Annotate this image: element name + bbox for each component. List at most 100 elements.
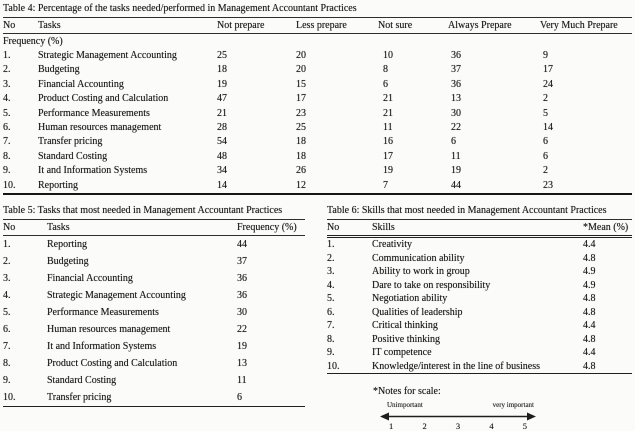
always-prepare-value-cell: 22 <box>451 121 461 133</box>
not-prepare-value-cell: 34 <box>217 165 227 177</box>
table-row: 2. Budgeting 18 20 8 37 17 <box>3 63 632 77</box>
task-name-cell: Reporting <box>47 239 87 250</box>
not-sure-value-cell: 19 <box>383 165 393 177</box>
very-much-prepare-value-cell: 24 <box>543 78 553 90</box>
always-prepare-value-cell: 36 <box>451 78 461 90</box>
scale-endpoint-labels: Unimportant very important <box>380 401 536 410</box>
column-header-no: No <box>3 20 16 31</box>
always-prepare-value-cell: 19 <box>451 165 461 177</box>
row-number-cell: 5. <box>3 307 11 318</box>
frequency-value-cell: 44 <box>237 239 247 250</box>
always-prepare-value-cell: 30 <box>451 107 461 119</box>
table6-section: Table 6: Skills that most needed in Mana… <box>327 204 632 374</box>
skill-name-cell: Knowledge/interest in the line of busine… <box>372 360 541 372</box>
row-number-cell: 10. <box>3 179 16 191</box>
table-row: 8. Positive thinking 4.8 <box>327 333 632 347</box>
column-header-no: No <box>327 222 340 233</box>
not-sure-value-cell: 7 <box>383 179 388 191</box>
table4-body: 1. Strategic Management Accounting 25 20… <box>3 49 632 193</box>
scale-right-label: very important <box>492 401 534 409</box>
table4-header-rule <box>3 33 632 34</box>
not-prepare-value-cell: 21 <box>217 107 227 119</box>
not-prepare-value-cell: 28 <box>217 121 227 133</box>
mean-value-cell: 4.9 <box>583 266 596 277</box>
not-sure-value-cell: 21 <box>383 93 393 105</box>
very-much-prepare-value-cell: 5 <box>543 107 548 119</box>
row-number-cell: 6. <box>327 306 335 318</box>
column-header-always-prepare: Always Prepare <box>448 20 512 31</box>
scale-tick: 5 <box>522 421 527 431</box>
less-prepare-value-cell: 18 <box>296 150 306 162</box>
very-much-prepare-value-cell: 23 <box>543 179 553 191</box>
skill-name-cell: Dare to take on responsibility <box>372 279 491 291</box>
skill-name-cell: IT competence <box>372 347 432 358</box>
not-sure-value-cell: 16 <box>383 136 393 148</box>
row-number-cell: 1. <box>3 239 11 250</box>
frequency-value-cell: 36 <box>237 290 247 301</box>
always-prepare-value-cell: 6 <box>451 136 456 148</box>
scale-left-label: Unimportant <box>387 401 423 409</box>
row-number-cell: 3. <box>3 273 11 284</box>
table-row: 5. Performance Measurements 30 <box>3 304 305 321</box>
table-row: 3. Financial Accounting 19 15 6 36 24 <box>3 78 632 92</box>
skill-name-cell: Qualities of leadership <box>372 306 463 318</box>
frequency-value-cell: 19 <box>237 341 247 352</box>
table4-bottom-rule <box>3 192 632 195</box>
mean-value-cell: 4.4 <box>583 239 596 250</box>
column-header-no: No <box>3 222 16 233</box>
less-prepare-value-cell: 20 <box>296 64 306 76</box>
table4-section: Table 4: Percentage of the tasks needed/… <box>3 2 632 195</box>
column-header-frequency: Frequency (%) <box>237 222 297 233</box>
table-row: 6. Qualities of leadership 4.8 <box>327 306 632 320</box>
table6-body: 1. Creativity 4.4 2. Communication abili… <box>327 238 632 373</box>
frequency-subheader: Frequency (%) <box>3 36 63 47</box>
table6-bottom-rule <box>327 373 632 374</box>
very-much-prepare-value-cell: 6 <box>543 150 548 162</box>
table6-title: Table 6: Skills that most needed in Mana… <box>327 205 607 216</box>
row-number-cell: 8. <box>3 150 11 162</box>
task-name-cell: Product Costing and Calculation <box>47 358 178 369</box>
task-name-cell: Product Costing and Calculation <box>38 93 169 105</box>
notes-for-scale-label: *Notes for scale: <box>373 386 441 397</box>
table5-header-row: No Tasks Frequency (%) <box>3 220 305 235</box>
column-header-not-prepare: Not prepare <box>217 20 265 31</box>
row-number-cell: 9. <box>3 375 11 386</box>
not-prepare-value-cell: 47 <box>217 93 227 105</box>
table-row: 10. Knowledge/interest in the line of bu… <box>327 360 632 374</box>
very-much-prepare-value-cell: 2 <box>543 165 548 177</box>
not-prepare-value-cell: 14 <box>217 179 227 191</box>
table-row: 7. Critical thinking 4.4 <box>327 319 632 333</box>
column-header-skills: Skills <box>372 222 395 233</box>
task-name-cell: Standard Costing <box>47 375 117 386</box>
less-prepare-value-cell: 26 <box>296 165 306 177</box>
table5-header-rule <box>3 235 305 236</box>
less-prepare-value-cell: 17 <box>296 93 306 105</box>
task-name-cell: Transfer pricing <box>47 392 112 403</box>
skill-name-cell: Communication ability <box>372 252 465 264</box>
table-row: 2. Budgeting 37 <box>3 253 305 270</box>
table5-top-rule <box>3 219 305 220</box>
task-name-cell: Budgeting <box>47 256 89 267</box>
frequency-value-cell: 36 <box>237 273 247 284</box>
scale-tick: 3 <box>455 421 461 431</box>
table6-header-rule <box>327 235 632 238</box>
task-name-cell: Performance Measurements <box>47 307 159 318</box>
table-row: 2. Communication ability 4.8 <box>327 252 632 266</box>
not-sure-value-cell: 10 <box>383 50 393 61</box>
table4-title: Table 4: Percentage of the tasks needed/… <box>3 3 357 14</box>
scale-tick-numbers: 1 2 3 4 5 <box>389 421 527 431</box>
column-header-tasks: Tasks <box>38 20 61 31</box>
task-name-cell: Budgeting <box>38 64 80 76</box>
row-number-cell: 2. <box>327 252 335 264</box>
row-number-cell: 7. <box>3 136 11 148</box>
table-row: 5. Negotiation ability 4.8 <box>327 292 632 306</box>
row-number-cell: 5. <box>3 107 11 119</box>
always-prepare-value-cell: 37 <box>451 64 461 76</box>
table-row: 9. Standard Costing 11 <box>3 372 305 389</box>
table-row: 4. Strategic Management Accounting 36 <box>3 287 305 304</box>
table-row: 9. It and Information Systems 34 26 19 1… <box>3 164 632 178</box>
row-number-cell: 7. <box>327 320 335 331</box>
not-sure-value-cell: 21 <box>383 107 393 119</box>
task-name-cell: It and Information Systems <box>38 165 148 177</box>
not-prepare-value-cell: 18 <box>217 64 227 76</box>
